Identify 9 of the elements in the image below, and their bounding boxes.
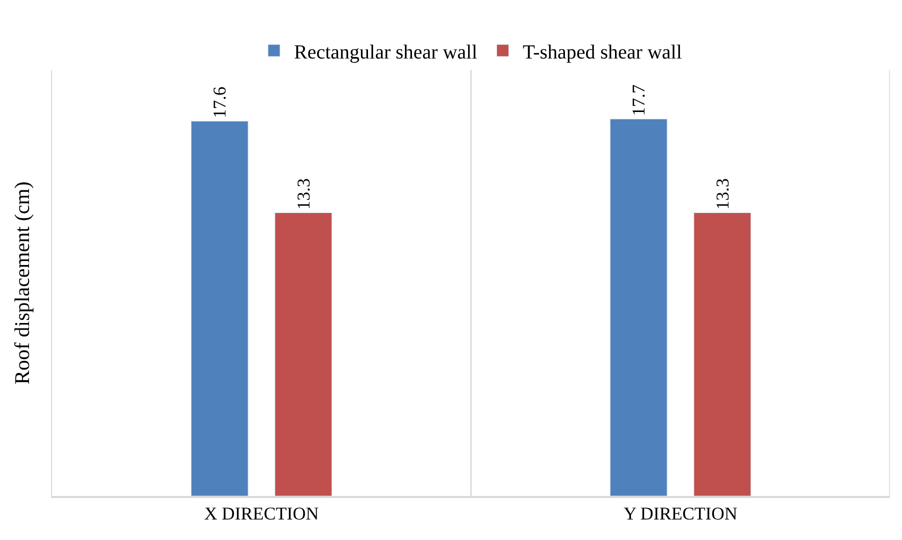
data-label: 13.3: [712, 178, 732, 210]
data-label: 13.3: [293, 178, 314, 210]
data-label: 17.6: [210, 86, 230, 118]
x-tick-label: Y DIRECTION: [624, 503, 738, 524]
data-label: 17.7: [628, 84, 649, 116]
x-tick-label: X DIRECTION: [204, 503, 319, 524]
y-axis-title: Roof displacement (cm): [10, 182, 34, 384]
legend-label: Rectangular shear wall: [294, 41, 478, 64]
legend-label: T-shaped shear wall: [522, 41, 682, 64]
